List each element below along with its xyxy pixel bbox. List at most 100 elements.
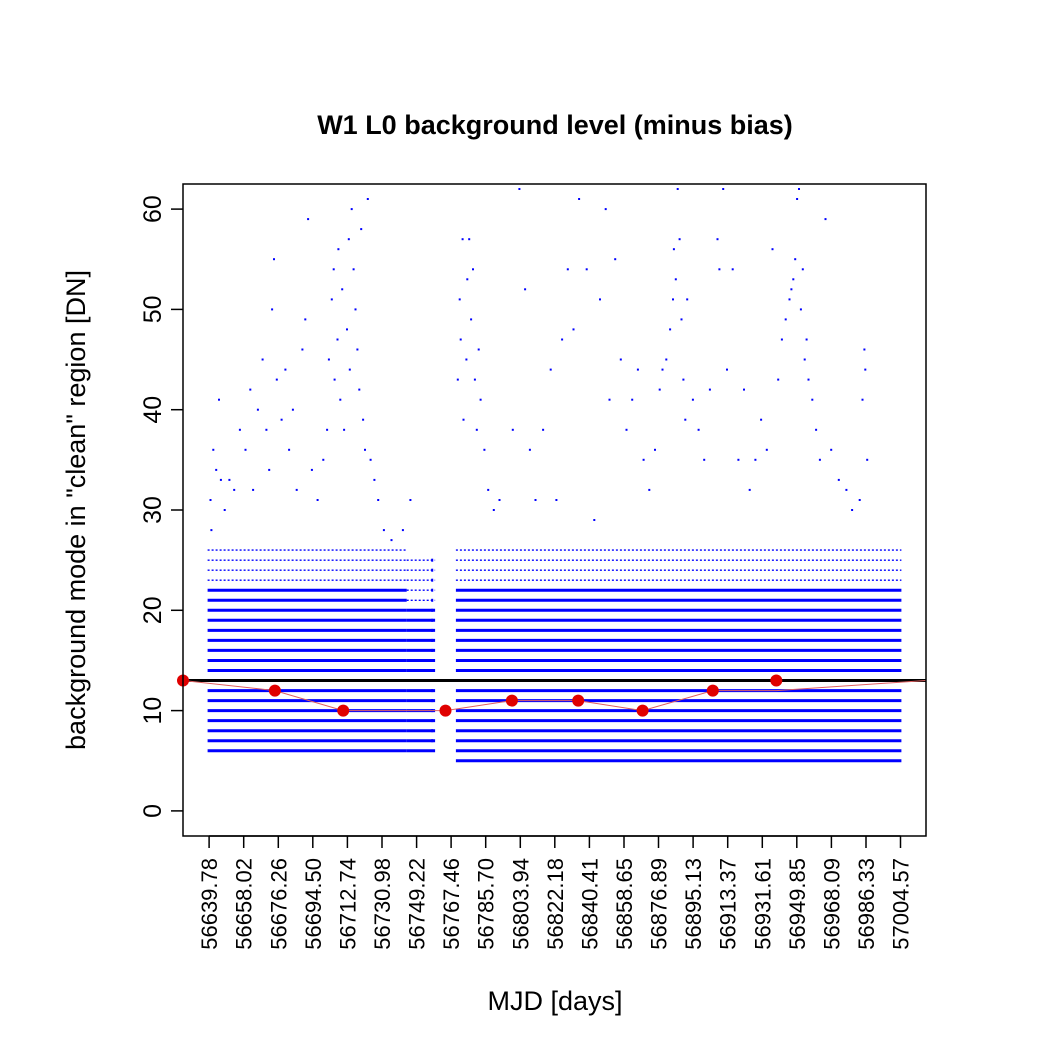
data-point [431, 659, 434, 662]
data-point [788, 298, 791, 301]
x-tick-label: 56694.50 [301, 858, 326, 950]
data-point [456, 378, 459, 381]
data-point [346, 328, 348, 331]
data-point [210, 529, 213, 532]
data-point [765, 448, 768, 451]
x-tick-label: 56749.22 [405, 858, 430, 950]
data-point [271, 308, 274, 311]
data-point [815, 428, 818, 431]
data-point [431, 699, 434, 703]
y-tick-label: 60 [139, 195, 167, 223]
data-point [703, 458, 706, 461]
x-tick-label: 56785.70 [474, 858, 499, 950]
median-marker [439, 704, 452, 717]
data-point [680, 318, 683, 321]
x-tick-label: 56803.94 [508, 858, 533, 950]
data-point [431, 638, 434, 642]
data-point [458, 298, 461, 301]
data-point [223, 509, 226, 511]
data-point [866, 458, 869, 461]
data-point [348, 368, 351, 371]
data-point [674, 278, 677, 281]
data-point [475, 428, 478, 431]
data-point [631, 398, 634, 401]
data-point [284, 368, 287, 371]
data-point [518, 188, 521, 190]
y-tick-label: 20 [139, 596, 167, 624]
data-point [431, 608, 434, 612]
data-point [377, 499, 380, 501]
data-point [431, 739, 434, 743]
x-tick-label: 56913.37 [716, 858, 741, 950]
data-point [209, 499, 212, 501]
x-tick-label: 56895.13 [681, 858, 706, 950]
x-tick-label: 56822.18 [543, 858, 568, 950]
data-point [731, 268, 734, 271]
data-point [619, 358, 622, 361]
data-point [492, 509, 495, 511]
plot-area [177, 188, 927, 763]
data-point [792, 278, 795, 281]
data-point [760, 418, 763, 421]
data-point [409, 499, 412, 501]
data-point [861, 398, 864, 401]
data-point [333, 378, 336, 381]
data-point [390, 539, 393, 542]
data-point [431, 719, 434, 723]
data-point [807, 378, 810, 381]
x-tick-label: 56840.41 [577, 858, 602, 950]
data-point [431, 729, 434, 733]
data-point [459, 338, 462, 341]
data-point [468, 238, 471, 241]
data-point [726, 368, 728, 371]
data-point [244, 448, 247, 451]
x-tick-label: 56639.78 [197, 858, 222, 950]
x-tick-label: 56931.61 [750, 858, 775, 950]
data-point [316, 499, 319, 501]
data-point [498, 499, 501, 501]
data-point [572, 328, 575, 331]
data-point [528, 448, 531, 451]
data-point [356, 348, 359, 351]
data-point [801, 268, 804, 271]
data-point [748, 488, 751, 491]
data-point [431, 669, 434, 672]
median-marker [770, 674, 783, 687]
data-point [295, 488, 298, 491]
data-point [431, 648, 434, 652]
data-point [578, 198, 581, 200]
data-point [661, 368, 664, 371]
data-point [658, 388, 661, 391]
data-point [811, 398, 814, 401]
data-point [636, 368, 639, 371]
y-tick-label: 0 [139, 804, 167, 818]
data-point [684, 418, 687, 421]
data-point [614, 258, 617, 261]
chart-title: W1 L0 background level (minus bias) [317, 110, 793, 140]
data-point [798, 188, 800, 190]
x-tick-label: 56730.98 [370, 858, 395, 950]
x-tick-label: 56658.02 [232, 858, 257, 950]
data-point [845, 488, 848, 491]
data-point [249, 388, 252, 391]
data-point [358, 388, 361, 391]
data-point [336, 338, 339, 341]
data-point [697, 428, 700, 431]
data-point [339, 398, 342, 401]
x-tick-label: 56949.85 [785, 858, 810, 950]
data-point [665, 358, 668, 361]
data-point [360, 228, 363, 231]
data-point [604, 208, 607, 211]
data-point [362, 418, 365, 421]
x-tick-label: 56858.65 [612, 858, 637, 950]
x-tick-label: 56968.09 [819, 858, 844, 950]
data-point [672, 298, 674, 301]
data-point [477, 348, 480, 351]
data-point [354, 308, 357, 311]
data-point [431, 568, 434, 572]
data-point [369, 458, 372, 461]
data-point [364, 448, 366, 451]
data-point [479, 398, 482, 401]
median-marker [572, 694, 585, 707]
